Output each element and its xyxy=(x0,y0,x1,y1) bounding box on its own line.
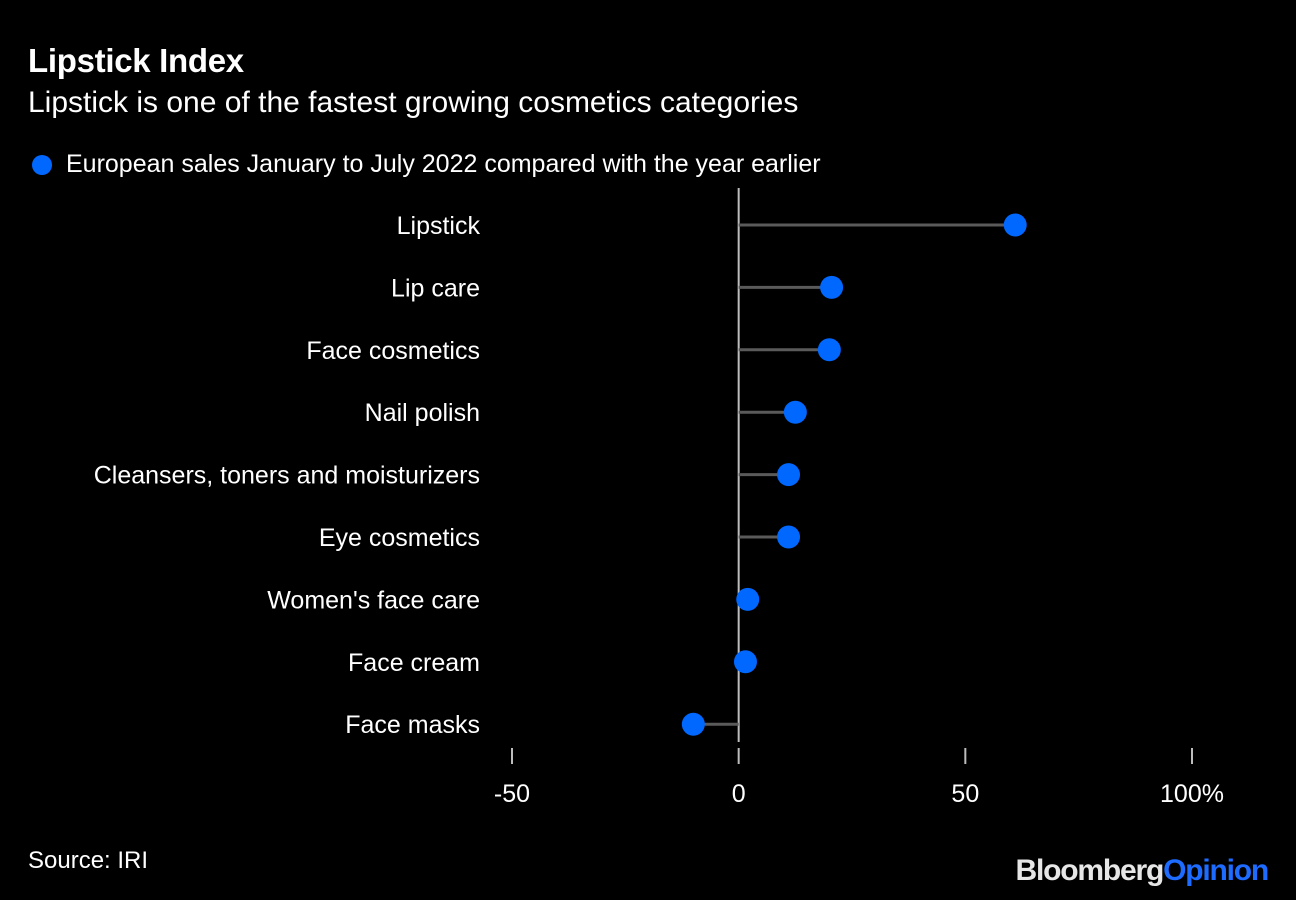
category-label: Face cream xyxy=(348,649,480,677)
x-tick-label: 100% xyxy=(1160,780,1224,808)
category-label: Nail polish xyxy=(365,399,480,427)
data-point xyxy=(736,587,760,611)
brand-part-opinion: Opinion xyxy=(1163,854,1269,887)
data-point xyxy=(777,463,801,487)
legend-label: European sales January to July 2022 comp… xyxy=(66,150,821,178)
data-point xyxy=(817,338,841,362)
category-label: Women's face care xyxy=(267,586,480,614)
category-label: Face masks xyxy=(345,711,480,739)
data-point xyxy=(783,400,807,424)
legend: European sales January to July 2022 comp… xyxy=(28,150,821,179)
category-label: Lipstick xyxy=(397,212,481,240)
chart-subtitle: Lipstick is one of the fastest growing c… xyxy=(28,86,799,119)
brand-part-bloomberg: Bloomberg xyxy=(1015,854,1165,887)
data-point xyxy=(777,525,801,549)
category-label: Eye cosmetics xyxy=(319,524,480,552)
category-label: Face cosmetics xyxy=(306,337,480,365)
data-point xyxy=(681,712,705,736)
brand-logo: BloombergOpinion xyxy=(1015,854,1270,888)
x-tick-label: 0 xyxy=(732,780,746,808)
legend-dot-icon xyxy=(32,154,52,175)
category-label: Lip care xyxy=(391,274,480,302)
data-point xyxy=(820,275,844,299)
data-point xyxy=(733,650,757,674)
chart-title: Lipstick Index xyxy=(28,42,244,79)
data-point xyxy=(1003,213,1027,237)
x-tick-label: -50 xyxy=(494,780,530,808)
category-label: Cleansers, toners and moisturizers xyxy=(94,462,480,490)
source-note: Source: IRI xyxy=(28,847,149,874)
x-tick-label: 50 xyxy=(951,780,979,808)
